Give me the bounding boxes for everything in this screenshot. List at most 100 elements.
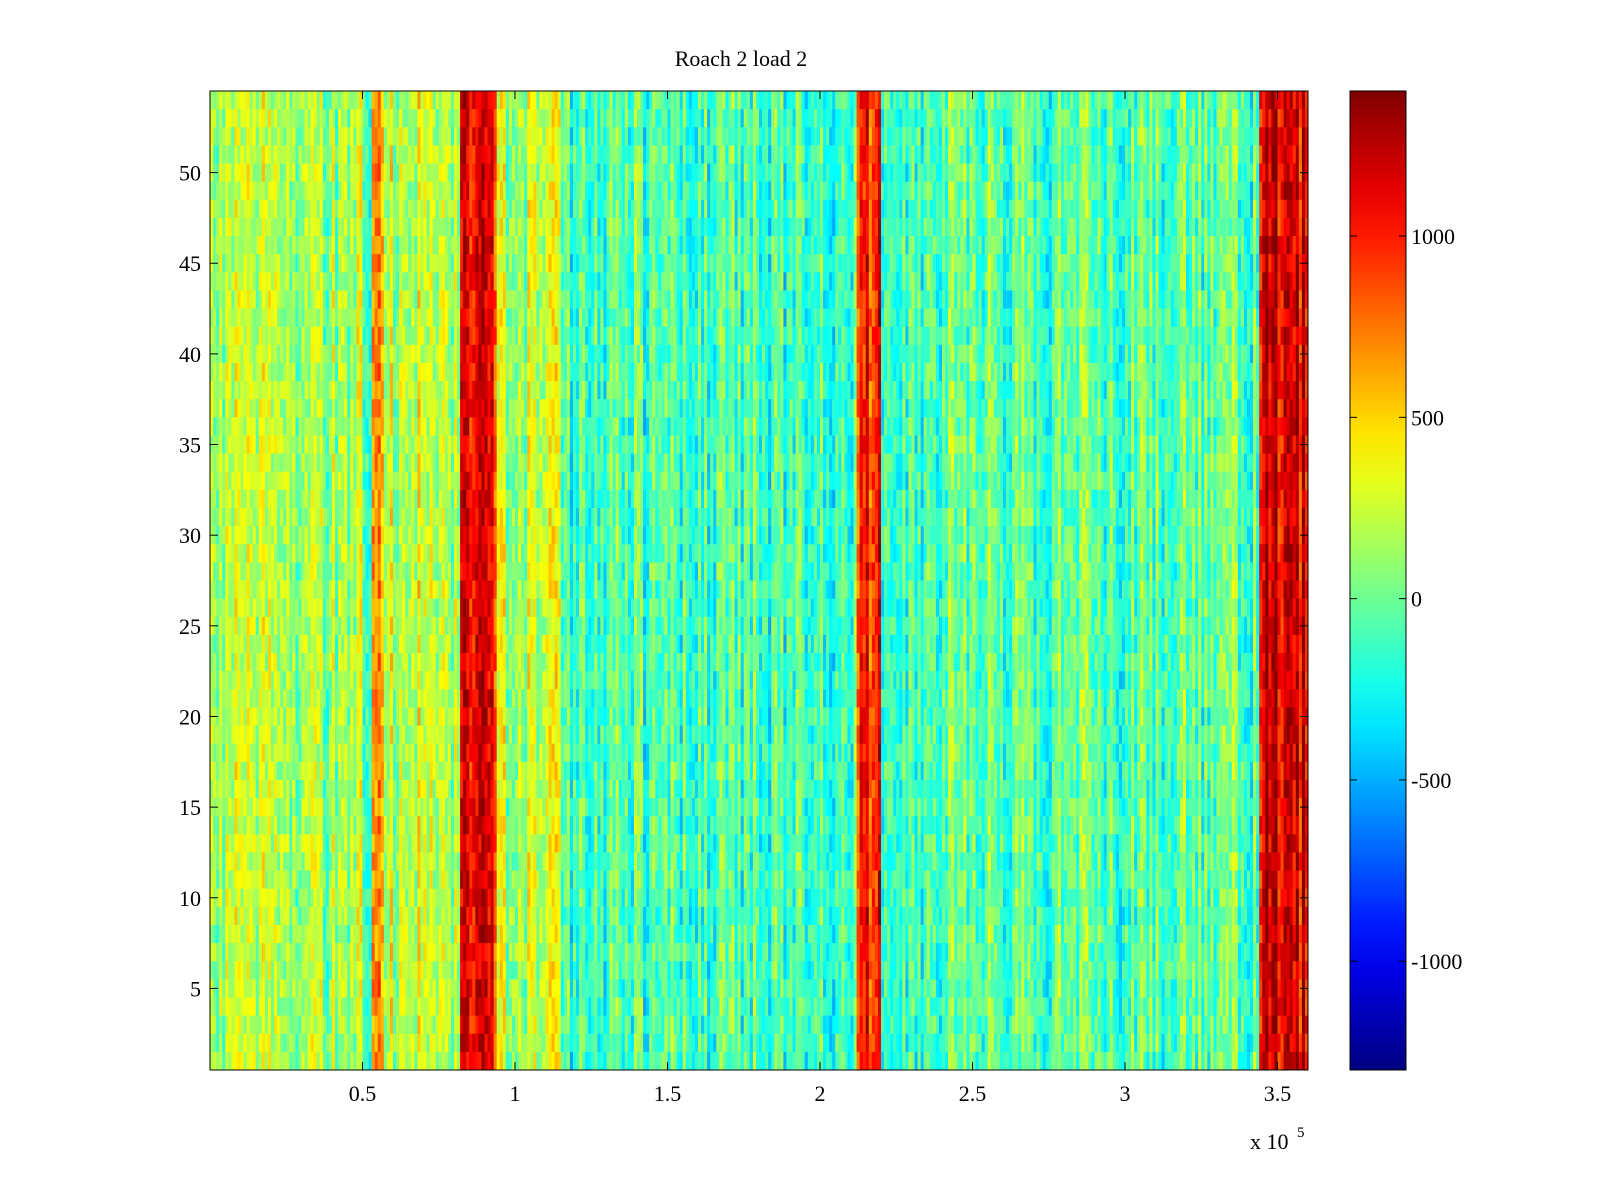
heatmap-cell (298, 471, 303, 491)
heatmap-cell (283, 507, 287, 527)
heatmap-cell (286, 725, 290, 745)
heatmap-cell (243, 1033, 248, 1053)
heatmap-cell (289, 326, 293, 346)
heatmap-cell (261, 870, 266, 890)
heatmap-cell (222, 381, 226, 400)
heatmap-cell (240, 544, 245, 563)
heatmap-cell (271, 979, 275, 999)
heatmap-cell (267, 616, 272, 636)
heatmap-cell (280, 91, 284, 110)
heatmap-cell (286, 580, 290, 600)
heatmap-cell (249, 707, 254, 727)
heatmap-cell (243, 689, 248, 709)
heatmap-cell (267, 163, 272, 183)
heatmap-cell (252, 471, 257, 491)
heatmap-cell (280, 616, 284, 636)
heatmap-cell (283, 326, 287, 346)
heatmap-cell (228, 507, 232, 527)
heatmap-cell (231, 924, 235, 944)
heatmap-cell (249, 616, 254, 636)
heatmap-cell (258, 290, 263, 310)
heatmap-cell (261, 399, 266, 418)
heatmap-cell (271, 381, 275, 400)
heatmap-cell (286, 308, 290, 328)
heatmap-cell (225, 399, 229, 418)
heatmap-cell (274, 326, 278, 346)
heatmap-cell (237, 344, 242, 364)
heatmap-cell (231, 634, 235, 654)
heatmap-cell (210, 1033, 214, 1053)
heatmap-cell (295, 816, 300, 835)
heatmap-cell (228, 145, 232, 165)
heatmap-cell (249, 761, 254, 781)
heatmap-cell (271, 507, 275, 527)
heatmap-cell (261, 326, 266, 346)
heatmap-cell (258, 779, 263, 799)
heatmap-cell (295, 671, 300, 690)
heatmap-cell (255, 272, 260, 292)
heatmap-cell (261, 725, 266, 745)
heatmap-cell (252, 888, 257, 908)
heatmap-cell (289, 435, 293, 455)
heatmap-cell (258, 725, 263, 745)
heatmap-cell (225, 181, 229, 201)
heatmap-cell (298, 725, 303, 745)
heatmap-cell (286, 435, 290, 455)
heatmap-cell (210, 362, 214, 382)
heatmap-cell (255, 290, 260, 310)
heatmap-cell (234, 906, 239, 926)
heatmap-cell (234, 707, 239, 727)
heatmap-cell (271, 199, 275, 219)
heatmap-cell (280, 1051, 284, 1070)
heatmap-cell (264, 562, 269, 582)
heatmap-cell (271, 671, 275, 690)
heatmap-cell (231, 109, 235, 128)
heatmap-cell (271, 616, 275, 636)
heatmap-cell (246, 1033, 251, 1053)
heatmap-cell (292, 834, 296, 854)
heatmap-cell (295, 616, 300, 636)
heatmap-cell (289, 943, 293, 962)
heatmap-cell (286, 163, 290, 183)
heatmap-cell (222, 616, 226, 636)
heatmap-cell (222, 344, 226, 364)
heatmap-cell (255, 362, 260, 382)
heatmap-cell (289, 453, 293, 473)
heatmap-cell (286, 526, 290, 545)
heatmap-cell (264, 961, 269, 980)
heatmap-cell (213, 1051, 217, 1070)
heatmap-cell (216, 816, 220, 835)
heatmap-cell (228, 435, 232, 455)
heatmap-cell (216, 181, 220, 201)
heatmap-cell (258, 145, 263, 165)
heatmap-cell (225, 961, 229, 980)
heatmap-cell (234, 453, 239, 473)
heatmap-cell (219, 598, 223, 618)
heatmap-cell (283, 616, 287, 636)
heatmap-cell (264, 707, 269, 727)
heatmap-cell (216, 997, 220, 1017)
heatmap-cell (292, 852, 296, 872)
heatmap-cell (271, 236, 275, 255)
heatmap-cell (237, 308, 242, 328)
heatmap-cell (243, 91, 248, 110)
heatmap-cell (298, 308, 303, 328)
heatmap-cell (264, 290, 269, 310)
heatmap-cell (219, 852, 223, 872)
heatmap-cell (237, 671, 242, 690)
heatmap-cell (267, 598, 272, 618)
heatmap-cell (234, 145, 239, 165)
heatmap-cell (210, 634, 214, 654)
heatmap-cell (258, 653, 263, 672)
heatmap-cell (249, 888, 254, 908)
heatmap-cell (249, 236, 254, 255)
heatmap-cell (219, 381, 223, 400)
heatmap-cell (295, 181, 300, 201)
heatmap-cell (295, 526, 300, 545)
heatmap-cell (225, 489, 229, 509)
heatmap-cell (258, 943, 263, 962)
heatmap-cell (277, 689, 281, 709)
heatmap-cell (271, 217, 275, 237)
heatmap-cell (298, 653, 303, 672)
heatmap-cell (292, 1015, 296, 1035)
